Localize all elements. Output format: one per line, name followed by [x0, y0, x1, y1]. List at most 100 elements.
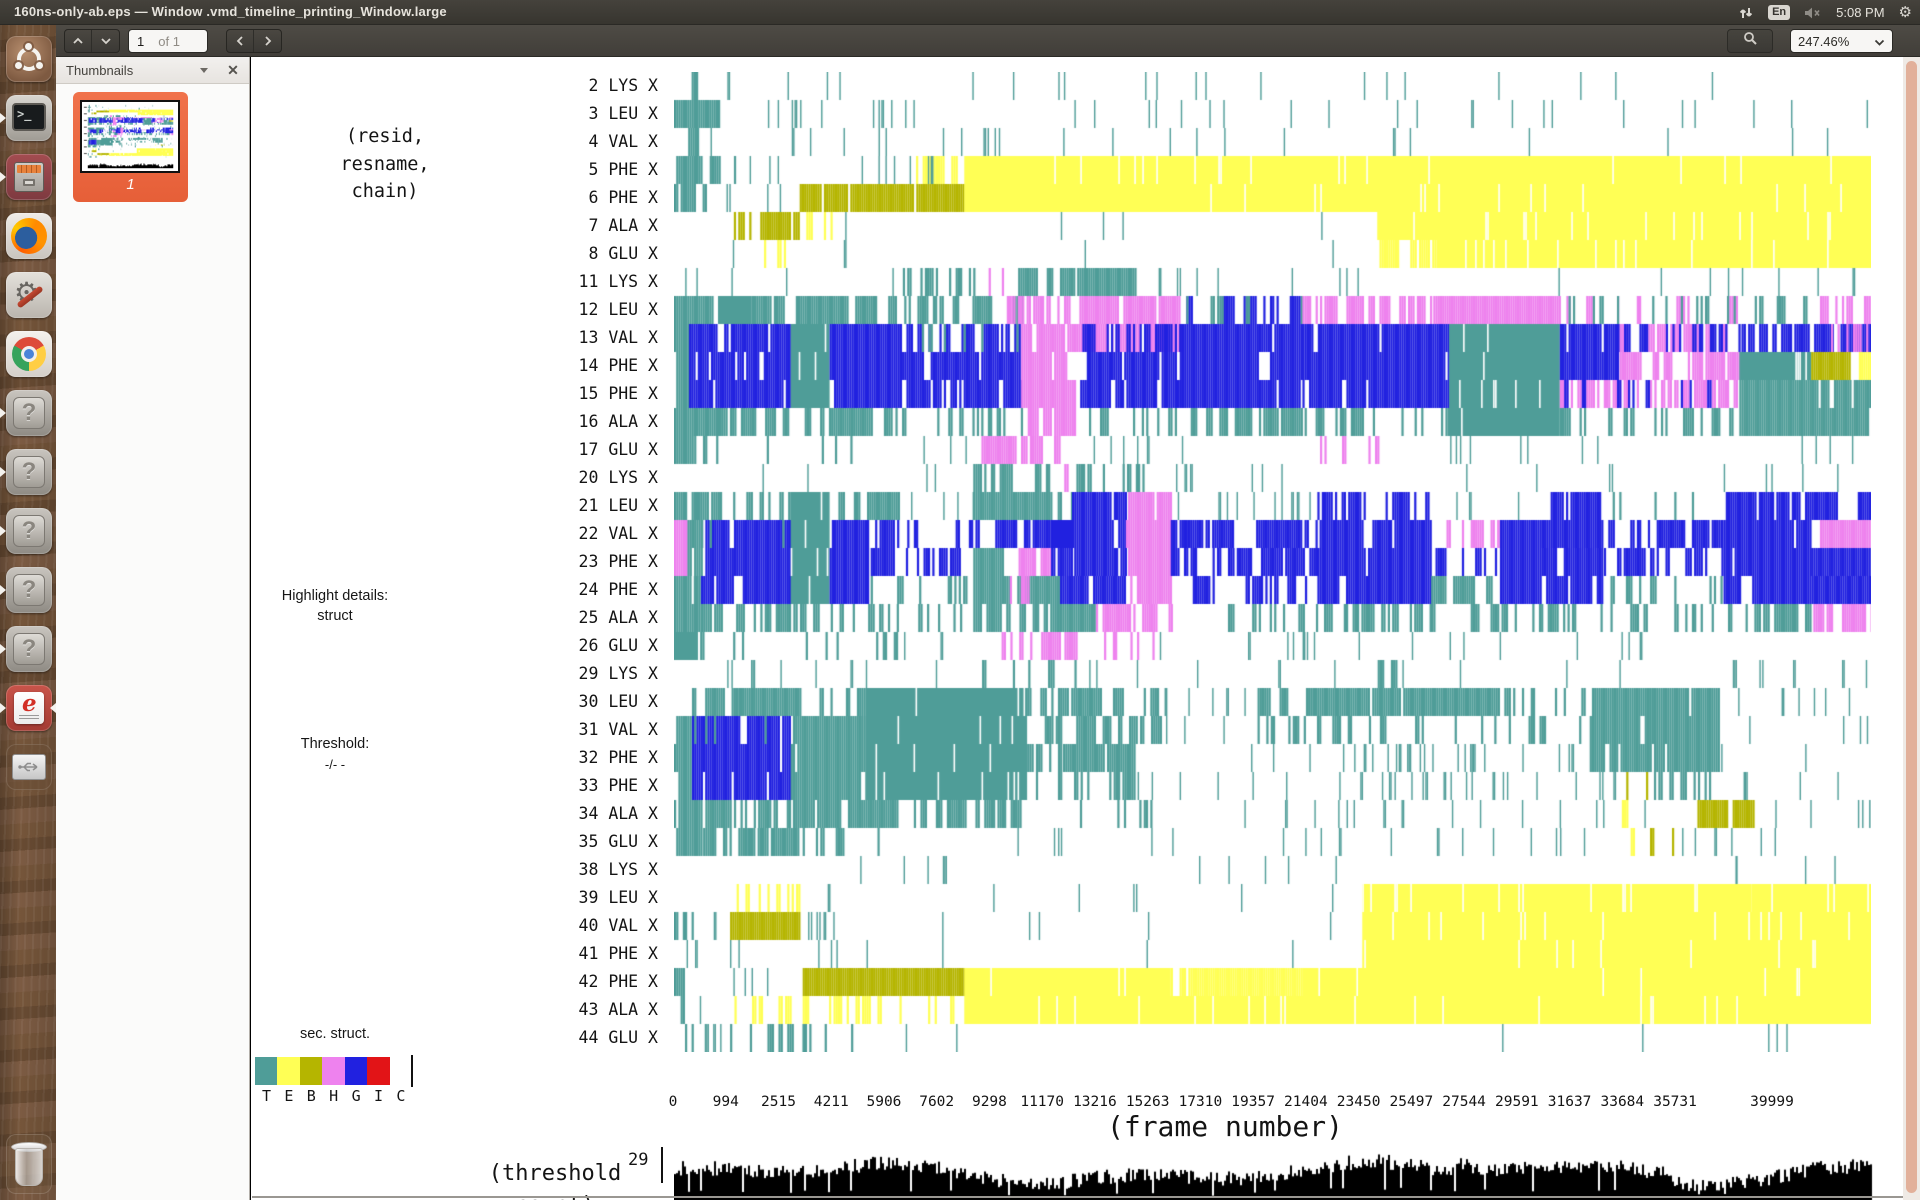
volume-muted-icon[interactable]: [1804, 6, 1822, 20]
timeline-heatmap: [674, 72, 1871, 1052]
residue-row-label: 24 PHE X: [578, 580, 658, 599]
history-back-button[interactable]: [227, 30, 254, 52]
residue-row-label: 29 LYS X: [578, 664, 658, 683]
legend-swatch-T: [255, 1057, 278, 1085]
residue-row-label: 20 LYS X: [578, 468, 658, 487]
residue-row-label: 6 PHE X: [588, 188, 658, 207]
page-number-input[interactable]: 1 of 1: [128, 29, 208, 53]
threshold-plot-max: 29: [628, 1150, 649, 1170]
page-nav-group: [64, 29, 120, 53]
launcher-item-ubuntu-dash[interactable]: [6, 36, 52, 82]
residue-row-label: 32 PHE X: [578, 748, 658, 767]
top-menubar: 160ns-only-ab.eps — Window .vmd_timeline…: [0, 0, 1920, 25]
running-indicator-unknown-app-3: [0, 526, 6, 536]
running-indicator-unknown-app-5: [0, 644, 6, 654]
session-gear-icon[interactable]: ⚙: [1898, 4, 1912, 21]
search-button[interactable]: [1727, 29, 1773, 53]
vertical-scrollbar[interactable]: [1903, 57, 1920, 1200]
running-indicator-terminal: [0, 113, 6, 123]
previous-page-button[interactable]: [65, 30, 92, 52]
launcher-item-firefox[interactable]: [6, 213, 52, 259]
residue-row-label: 43 ALA X: [578, 1000, 658, 1019]
page-number-value: 1: [137, 33, 145, 49]
clock[interactable]: 5:08 PM: [1836, 5, 1885, 20]
focused-indicator-document-viewer: [50, 703, 56, 713]
residue-row-label: 15 PHE X: [578, 384, 658, 403]
launcher-item-removable-drive[interactable]: [6, 744, 52, 790]
threshold-plot-axis: [661, 1147, 663, 1183]
legend-code-I: I: [373, 1087, 384, 1105]
zoom-level-select[interactable]: 247.46%: [1790, 29, 1893, 53]
threshold-histogram: [674, 1148, 1874, 1200]
residue-row-label: 4 VAL X: [588, 132, 658, 151]
running-indicator-unknown-app-4: [0, 585, 6, 595]
highlight-details-label: Highlight details:: [281, 588, 389, 604]
launcher-item-chrome[interactable]: [6, 331, 52, 377]
launcher-item-unknown-app-5[interactable]: ?: [6, 626, 52, 672]
legend-code-C: C: [396, 1087, 406, 1105]
history-nav-group: [226, 29, 282, 53]
x-axis-tick-label: 9298: [971, 1094, 1007, 1110]
scrollbar-thumb[interactable]: [1906, 61, 1917, 1193]
x-axis-tick-label: 35731: [1653, 1094, 1697, 1110]
legend-swatch-H: [322, 1057, 346, 1085]
keyboard-layout-indicator[interactable]: En: [1768, 5, 1791, 20]
residue-row-label: 23 PHE X: [578, 552, 658, 571]
launcher-item-terminal[interactable]: >_: [6, 95, 52, 141]
legend-title: sec. struct.: [299, 1026, 371, 1042]
residue-row-label: 11 LYS X: [578, 272, 658, 291]
system-tray: En 5:08 PM ⚙: [1738, 0, 1912, 25]
legend-end-line: [411, 1055, 413, 1087]
window-title: 160ns-only-ab.eps — Window .vmd_timeline…: [14, 4, 447, 19]
sidebar-mode-caret-icon[interactable]: [200, 68, 208, 73]
residue-row-label: 21 LEU X: [578, 496, 658, 515]
running-indicator-document-viewer: [0, 703, 6, 713]
x-axis-tick-label: 21404: [1284, 1094, 1328, 1110]
x-axis-tick-label: 7602: [919, 1094, 955, 1110]
launcher-item-file-manager[interactable]: [6, 154, 52, 200]
launcher-item-unknown-app-4[interactable]: ?: [6, 567, 52, 613]
x-axis-tick-label: 39999: [1750, 1094, 1794, 1110]
x-axis-tick-label: 994: [712, 1094, 739, 1110]
residue-row-label: 34 ALA X: [578, 804, 658, 823]
residue-row-label: 38 LYS X: [578, 860, 658, 879]
launcher-item-unknown-app-3[interactable]: ?: [6, 508, 52, 554]
residue-row-label: 39 LEU X: [578, 888, 658, 907]
x-axis-tick-label: 25497: [1389, 1094, 1434, 1110]
threshold-value: -/- -: [324, 757, 346, 772]
launcher-item-unknown-app-2[interactable]: ?: [6, 449, 52, 495]
threshold-label: Threshold:: [300, 736, 370, 752]
sidebar-mode-select[interactable]: Thumbnails: [66, 62, 134, 78]
residue-row-label: 17 GLU X: [578, 440, 658, 459]
x-axis-tick-label: 15263: [1125, 1094, 1170, 1110]
legend-swatch-E: [277, 1057, 301, 1085]
x-axis-tick-label: 27544: [1442, 1094, 1486, 1110]
history-forward-button[interactable]: [254, 30, 281, 52]
next-page-button[interactable]: [92, 30, 119, 52]
x-axis-tick-label: 0: [668, 1094, 678, 1110]
sidebar-header: Thumbnails ✕: [56, 57, 249, 84]
page-thumbnail-image: [80, 100, 180, 173]
network-icon[interactable]: [1738, 5, 1754, 21]
running-indicator-file-manager: [0, 172, 6, 182]
legend-swatch-B: [299, 1057, 323, 1085]
residue-row-label: 13 VAL X: [578, 328, 658, 347]
launcher-item-system-settings[interactable]: ⚙: [6, 272, 52, 318]
launcher-item-unknown-app-1[interactable]: ?: [6, 390, 52, 436]
launcher-item-document-viewer[interactable]: e: [6, 685, 52, 731]
page-count-label: of 1: [158, 33, 180, 49]
legend-code-E: E: [284, 1087, 294, 1105]
threshold-plot-label: (threshold: [488, 1161, 622, 1186]
x-axis-label: (frame number): [1106, 1110, 1343, 1143]
residue-row-label: 35 GLU X: [578, 832, 658, 851]
legend-code-B: B: [306, 1087, 316, 1105]
sidebar-close-button[interactable]: ✕: [227, 62, 239, 78]
page-thumbnail-item[interactable]: 1: [73, 92, 188, 202]
legend-swatch-G: [344, 1057, 368, 1085]
residue-row-label: 33 PHE X: [578, 776, 658, 795]
residue-row-label: 31 VAL X: [578, 720, 658, 739]
trash-launcher-item[interactable]: [6, 1134, 52, 1194]
highlight-details-value: struct: [317, 608, 353, 624]
x-axis-tick-label: 4211: [813, 1094, 849, 1110]
